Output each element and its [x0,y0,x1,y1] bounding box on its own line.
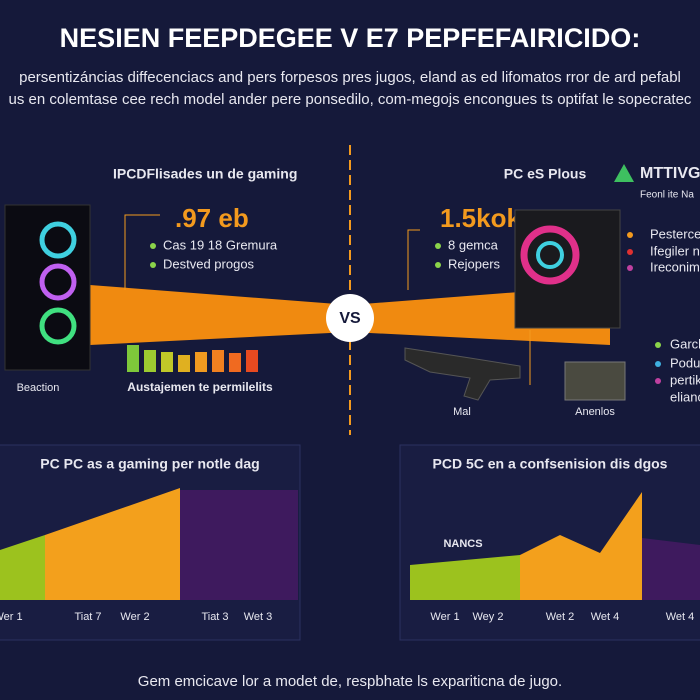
brand: MTTIVG [640,165,700,182]
fan [536,241,564,269]
axis-label: Wer 2 [120,611,149,623]
subtitle: us en colemtase cee rech model ander per… [9,91,692,108]
caption: Mal [453,406,471,418]
footer: Gem emcicave lor a modet de, respbhate l… [138,673,562,690]
right-list: Podu [670,355,700,370]
axis-label: Wet 2 [546,611,575,623]
axis-label: Wer 1 [0,611,23,623]
bullet-dot [655,378,661,384]
right-list: Pesterce [650,226,700,241]
caption: Anenlos [575,406,615,418]
bars-label: Austajemen te permilelits [127,380,273,394]
axis-label: Wet 4 [666,611,695,623]
area [0,535,45,600]
pc-case [514,209,621,329]
axis-label: Tiat 3 [201,611,228,623]
bullet-dot [150,243,156,249]
left-caption: Beaction [17,382,60,394]
right-bullet: Rejopers [448,256,501,271]
bullet-dot [150,262,156,268]
vs-circle [326,294,374,342]
right-bullet: 8 gemca [448,237,499,252]
bullet-dot [655,342,661,348]
area [642,538,700,600]
left-bullet: Cas 19 18 Gremura [163,237,278,252]
gpu-image [564,361,626,401]
left-bullet: Destved progos [163,256,255,271]
bullet-dot [627,232,633,238]
brand-logo [614,164,634,182]
bullet-dot [435,243,441,249]
band [90,285,350,345]
bullet-dot [655,361,661,367]
mini-bars [127,345,258,372]
fan [39,263,77,301]
panel-title: PC PC as a gaming per notle dag [40,456,259,472]
area [45,488,180,600]
fan [520,225,580,285]
area [410,555,520,600]
axis-label: Wey 2 [473,611,504,623]
axis-label: Wet 3 [244,611,273,623]
area [520,492,642,600]
right-list: Ifegiler ne [650,243,700,258]
right-list: Ireconim [650,259,700,274]
connector [124,214,160,290]
right-list: elianc [670,389,700,404]
fan [39,221,77,259]
area [180,490,298,600]
brand-sub: Feonl ite Na [640,190,694,201]
right-title: PC eS Plous [504,166,587,182]
subtitle: persentizáncias diffecenciacs and pers f… [19,69,681,86]
left-price: .97 eb [175,203,249,233]
bullet-dot [435,262,441,268]
left-title: IPCDFlisades un de gaming [113,166,297,182]
axis-label: Tiat 7 [74,611,101,623]
panel-title: PCD 5C en a confsenision dis dgos [433,456,668,472]
vs: VS [339,310,361,327]
bullet-dot [627,265,633,271]
title: NESIEN FEEPDEGEE V E7 PEPFEFAIRICIDO: [60,23,641,53]
fan [39,307,77,345]
gun-image [404,347,521,401]
right-list: Garcl [670,336,700,351]
axis-label: Wet 4 [591,611,620,623]
axis-label: Wer 1 [430,611,459,623]
bullet-dot [627,249,633,255]
right-list: pertik [670,372,700,387]
right-price: 1.5kok [440,203,521,233]
connector [407,229,420,290]
pc-case [4,204,91,371]
badge: NANCS [443,538,482,550]
